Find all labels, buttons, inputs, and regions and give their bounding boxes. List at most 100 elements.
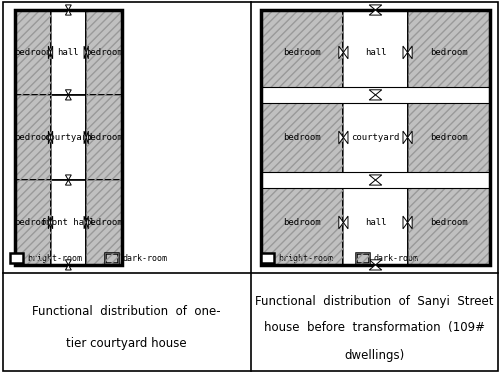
Bar [408, 10, 490, 95]
Bar [261, 180, 344, 265]
Text: hall: hall [58, 48, 79, 57]
Bar [408, 180, 490, 265]
Polygon shape [344, 131, 348, 144]
Bar [261, 254, 274, 263]
Bar [261, 95, 344, 180]
Polygon shape [66, 90, 71, 95]
Text: bright-room: bright-room [278, 254, 334, 263]
Bar [408, 10, 490, 95]
Polygon shape [369, 260, 382, 265]
Bar [408, 95, 490, 180]
Text: bedroom: bedroom [85, 48, 123, 57]
Bar [105, 254, 118, 263]
Bar [15, 10, 51, 95]
Bar [261, 87, 490, 103]
Polygon shape [369, 5, 382, 10]
Text: bedroom: bedroom [85, 133, 123, 142]
Bar [408, 95, 490, 180]
Polygon shape [403, 46, 407, 59]
Text: courtyard: courtyard [352, 133, 400, 142]
Bar [356, 254, 368, 263]
Bar [261, 10, 344, 95]
Text: Functional  distribution  of  one-: Functional distribution of one- [32, 304, 221, 317]
Bar [261, 172, 490, 188]
Bar [105, 254, 118, 263]
Polygon shape [84, 46, 86, 59]
Bar [261, 10, 344, 95]
Polygon shape [50, 131, 52, 144]
Polygon shape [369, 175, 382, 180]
Polygon shape [369, 95, 382, 100]
Text: front hall: front hall [42, 218, 95, 227]
Polygon shape [369, 90, 382, 95]
Text: Functional  distribution  of  Sanyi  Street: Functional distribution of Sanyi Street [255, 295, 494, 307]
Polygon shape [344, 46, 348, 59]
Polygon shape [48, 46, 50, 59]
Bar [261, 180, 344, 265]
Text: bedroom: bedroom [430, 218, 468, 227]
Polygon shape [408, 216, 412, 229]
Polygon shape [339, 216, 344, 229]
Bar [261, 95, 344, 180]
Text: bedroom: bedroom [430, 48, 468, 57]
Polygon shape [50, 46, 52, 59]
Text: bedroom: bedroom [85, 218, 123, 227]
Bar [86, 180, 122, 265]
Polygon shape [66, 265, 71, 270]
Text: dark-room: dark-room [374, 254, 418, 263]
Text: dwellings): dwellings) [344, 348, 405, 361]
Bar [344, 95, 407, 180]
Bar [15, 180, 51, 265]
Text: tier courtyard house: tier courtyard house [66, 336, 187, 350]
Bar [86, 95, 122, 180]
Text: bedroom: bedroom [284, 218, 321, 227]
Polygon shape [339, 46, 344, 59]
Polygon shape [86, 131, 88, 144]
Polygon shape [66, 10, 71, 15]
Polygon shape [86, 216, 88, 229]
Bar [15, 180, 51, 265]
Bar [15, 10, 51, 95]
Bar [50, 95, 86, 180]
Polygon shape [339, 131, 344, 144]
Polygon shape [66, 260, 71, 265]
Bar [15, 95, 51, 180]
Bar [86, 95, 122, 180]
Bar [356, 254, 368, 263]
Polygon shape [66, 175, 71, 180]
Text: bedroom: bedroom [284, 48, 321, 57]
Bar [10, 254, 22, 263]
Bar [86, 10, 122, 95]
Bar [86, 10, 122, 95]
Bar [50, 10, 86, 95]
Text: house  before  transformation  (109#: house before transformation (109# [264, 320, 485, 333]
Polygon shape [403, 131, 407, 144]
Text: hall: hall [364, 48, 386, 57]
Polygon shape [84, 131, 86, 144]
Text: bedroom: bedroom [284, 133, 321, 142]
Bar [15, 10, 122, 265]
Text: dark-room: dark-room [122, 254, 168, 263]
Text: bright-room: bright-room [28, 254, 82, 263]
Polygon shape [48, 216, 50, 229]
Polygon shape [369, 180, 382, 185]
Polygon shape [66, 180, 71, 185]
Polygon shape [408, 46, 412, 59]
Polygon shape [66, 5, 71, 10]
Polygon shape [50, 216, 52, 229]
Bar [261, 10, 490, 265]
Text: bedroom: bedroom [14, 48, 52, 57]
Polygon shape [369, 10, 382, 15]
Polygon shape [84, 216, 86, 229]
Polygon shape [403, 216, 407, 229]
Bar [86, 180, 122, 265]
Text: bedroom: bedroom [430, 133, 468, 142]
Text: bedroom: bedroom [14, 133, 52, 142]
Bar [344, 180, 407, 265]
Polygon shape [369, 265, 382, 270]
Text: hall: hall [364, 218, 386, 227]
Bar [15, 95, 51, 180]
Bar [408, 180, 490, 265]
Polygon shape [66, 95, 71, 100]
Bar [50, 180, 86, 265]
